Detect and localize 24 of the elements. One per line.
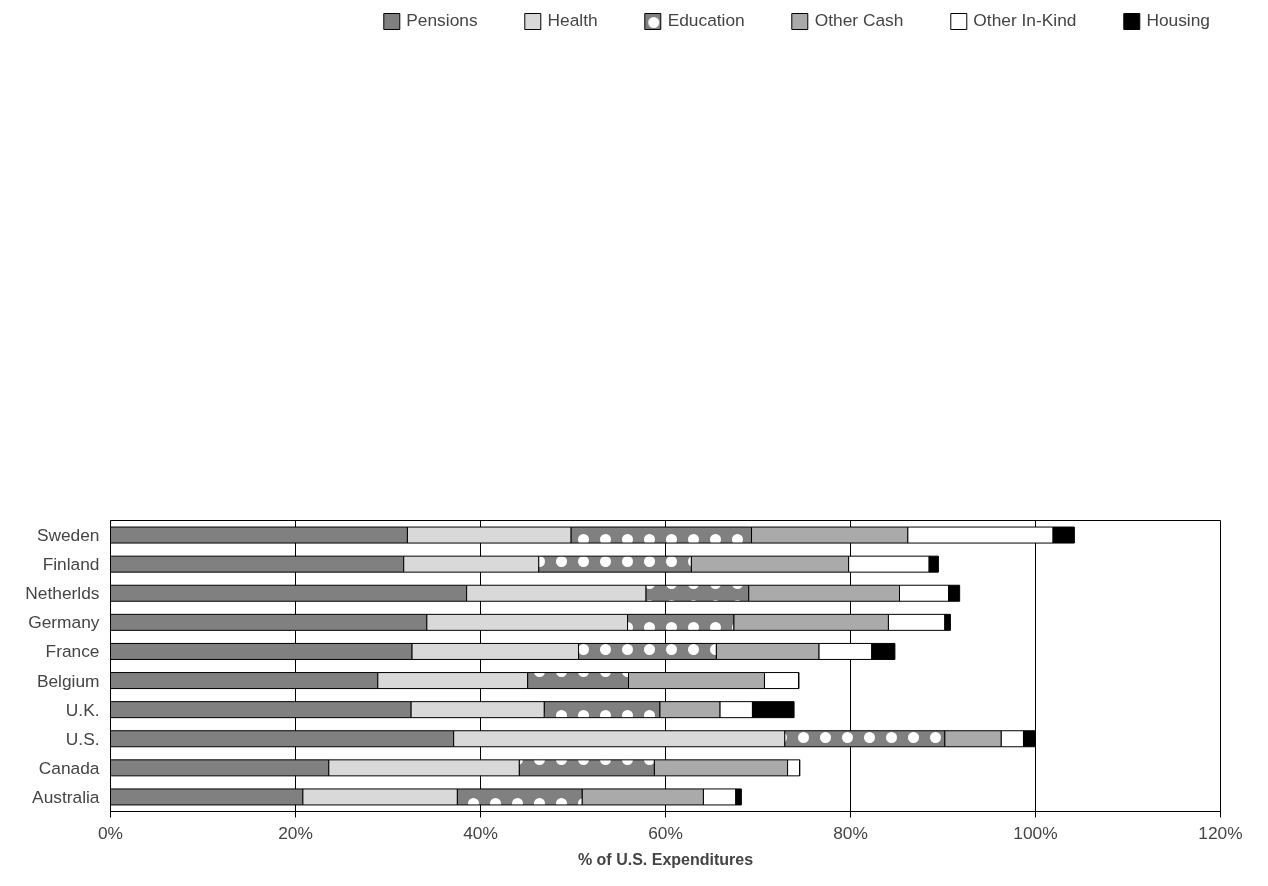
x-tick-label: 60% (648, 822, 683, 843)
y-tick-label: Australia (32, 786, 100, 807)
y-tick-label: France (45, 641, 100, 662)
y-tick-label: Sweden (36, 525, 100, 546)
y-tick-label: U.K. (65, 699, 100, 720)
x-axis-title: % of U.S. Expenditures (577, 850, 754, 868)
x-tick-label: 0% (97, 822, 124, 843)
x-tick-label: 20% (278, 822, 313, 843)
y-tick-label: Germany (28, 612, 100, 633)
y-tick-label: Belgium (36, 670, 100, 691)
x-tick-label: 40% (463, 822, 498, 843)
legend-label: Health (547, 10, 598, 31)
legend-label: Other In-Kind (973, 10, 1077, 31)
legend-label: Pensions (406, 10, 478, 31)
x-tick-label: 120% (1198, 822, 1243, 843)
x-tick-label: 80% (833, 822, 868, 843)
legend-label: Housing (1146, 10, 1210, 31)
legend-label: Other Cash (814, 10, 904, 31)
legend-label: Education (667, 10, 745, 31)
y-tick-label: Finland (42, 554, 100, 575)
y-tick-label: Canada (38, 757, 100, 778)
y-tick-label: U.S. (65, 728, 100, 749)
x-tick-label: 100% (1013, 822, 1058, 843)
y-tick-label: Netherlds (25, 583, 100, 604)
